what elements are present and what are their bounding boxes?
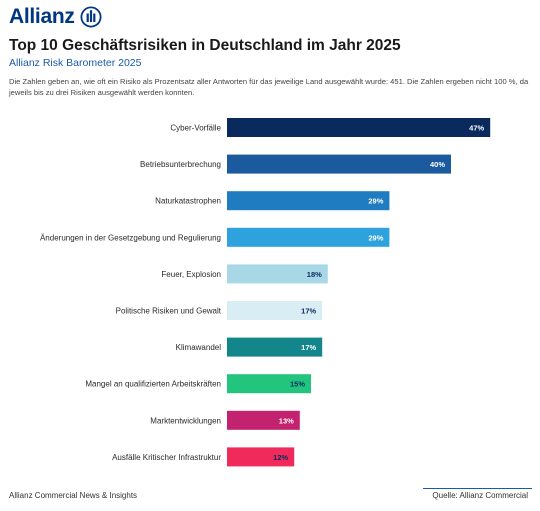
bar-1: [227, 118, 491, 137]
value-label-1: 47%: [469, 124, 484, 133]
category-label-5: Feuer, Explosion: [161, 270, 221, 279]
value-label-3: 29%: [368, 197, 383, 206]
bar-8: [227, 374, 311, 394]
category-label-8: Mangel an qualifizierten Arbeitskräften: [85, 380, 221, 389]
bar-6: [227, 301, 323, 320]
value-label-7: 17%: [301, 343, 316, 352]
footer-source-left: Allianz Commercial News & Insights: [9, 491, 138, 500]
chart-subtitle: Allianz Risk Barometer 2025: [9, 57, 142, 69]
footer-divider: [423, 488, 532, 489]
category-label-6: Politische Risiken und Gewalt: [116, 307, 222, 316]
footer-source-right: Quelle: Allianz Commercial: [432, 491, 528, 500]
value-label-9: 13%: [279, 416, 294, 425]
category-label-9: Marktentwicklungen: [150, 416, 221, 425]
value-label-4: 29%: [368, 233, 383, 242]
value-label-8: 15%: [290, 380, 305, 389]
category-label-4: Änderungen in der Gesetzgebung und Regul…: [40, 233, 221, 242]
bar-5: [227, 264, 328, 284]
category-label-10: Ausfälle Kritischer Infrastruktur: [112, 453, 221, 462]
logo-text: Allianz: [9, 5, 75, 28]
category-label-2: Betriebsunterbrechung: [140, 160, 221, 169]
bar-9: [227, 410, 300, 430]
value-label-6: 17%: [301, 307, 316, 316]
chart-note: Die Zahlen geben an, wie oft ein Risiko …: [9, 77, 529, 97]
chart-title: Top 10 Geschäftsrisiken in Deutschland i…: [9, 37, 401, 54]
bar-7: [227, 337, 323, 357]
allianz-logo: Allianz: [9, 5, 102, 29]
category-label-3: Naturkatastrophen: [155, 197, 221, 206]
bar-chart: Cyber-Vorfälle 47% Betriebsunterbrechung 40…: [40, 118, 491, 467]
bar-2: [227, 154, 451, 174]
value-label-10: 12%: [273, 453, 288, 462]
value-label-2: 40%: [430, 160, 445, 169]
category-label-7: Klimawandel: [176, 343, 222, 352]
bar-10: [227, 447, 295, 467]
category-label-1: Cyber-Vorfälle: [170, 124, 221, 133]
value-label-5: 18%: [307, 270, 322, 279]
bar-4: [227, 227, 390, 247]
bar-3: [227, 191, 390, 211]
allianz-eagle-icon: [80, 6, 102, 28]
